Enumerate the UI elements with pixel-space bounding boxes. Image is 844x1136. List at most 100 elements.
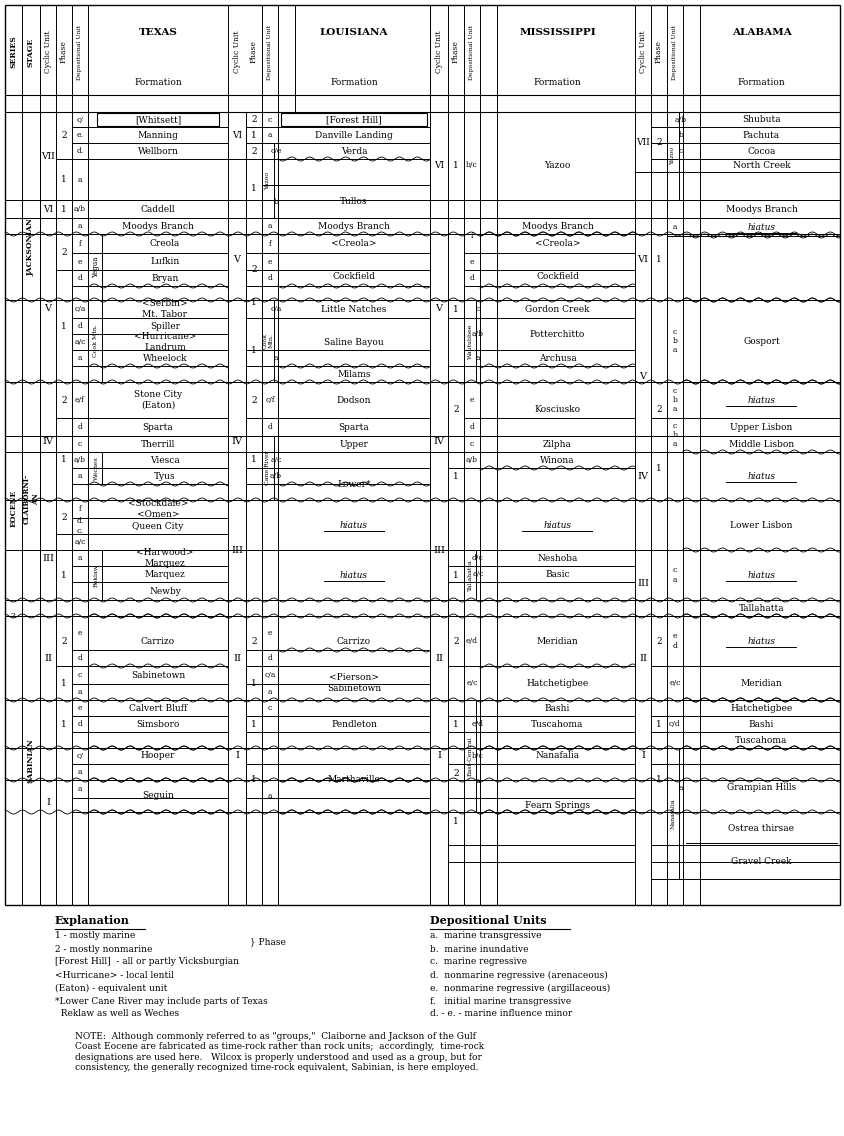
Text: SABINIAN: SABINIAN (27, 738, 35, 783)
Text: f: f (268, 240, 271, 248)
Text: (Eaton) - equivalent unit: (Eaton) - equivalent unit (55, 984, 167, 993)
Text: 2: 2 (656, 636, 661, 645)
Text: Kosciusko: Kosciusko (533, 404, 580, 414)
Text: V: V (233, 254, 241, 264)
Text: <Serbin>
Mt. Tabor: <Serbin> Mt. Tabor (142, 299, 187, 319)
Text: 2: 2 (452, 636, 458, 645)
Text: Reklaw: Reklaw (94, 563, 99, 586)
Text: 2: 2 (251, 115, 257, 124)
Text: c.  marine regressive: c. marine regressive (430, 958, 527, 967)
Text: hiatus: hiatus (339, 570, 368, 579)
Text: Gordon Creek: Gordon Creek (525, 304, 589, 314)
Text: Formation: Formation (533, 77, 581, 86)
Text: a/c: a/c (270, 456, 281, 463)
Text: Wellborn: Wellborn (138, 147, 178, 156)
Text: e.  nonmarine regressive (argillaceous): e. nonmarine regressive (argillaceous) (430, 984, 609, 993)
Text: V: V (639, 371, 646, 381)
Text: Potterchitto: Potterchitto (529, 329, 585, 339)
Text: Nanafalia: Nanafalia (669, 799, 674, 829)
Text: Tullos: Tullos (340, 197, 367, 206)
Text: e: e (469, 258, 473, 266)
Text: 2: 2 (61, 636, 67, 645)
Text: 1: 1 (61, 321, 67, 331)
Text: e/d: e/d (472, 720, 484, 728)
Text: Moodys Branch: Moodys Branch (521, 222, 592, 231)
Text: Yegua: Yegua (92, 257, 100, 277)
Text: Depositional Unit: Depositional Unit (268, 25, 272, 80)
Text: Moodys Branch: Moodys Branch (317, 222, 389, 231)
Text: Gravel Creek: Gravel Creek (730, 858, 791, 867)
Text: II: II (638, 653, 647, 662)
Text: b: b (273, 198, 279, 206)
Text: 1: 1 (655, 463, 661, 473)
Text: II: II (233, 653, 241, 662)
Text: a: a (268, 792, 272, 800)
Text: d: d (78, 720, 83, 728)
Text: e: e (78, 629, 82, 637)
Text: Depositional Unit: Depositional Unit (469, 25, 474, 80)
Text: hiatus: hiatus (339, 520, 368, 529)
Text: 2: 2 (452, 404, 458, 414)
Text: a: a (672, 223, 676, 231)
Text: Newby: Newby (149, 586, 181, 595)
Text: Creola: Creola (149, 239, 180, 248)
Text: f: f (470, 232, 473, 240)
Text: b/c: b/c (466, 161, 478, 169)
Text: MISSISSIPPI: MISSISSIPPI (518, 27, 595, 36)
Text: Cane River: Cane River (265, 451, 270, 485)
Text: Hooper: Hooper (141, 752, 175, 760)
Text: Cyclic Unit: Cyclic Unit (638, 31, 647, 73)
Text: V: V (435, 303, 442, 312)
Text: Moodys Branch: Moodys Branch (122, 222, 194, 231)
Text: e: e (469, 396, 473, 404)
Text: VII: VII (41, 151, 55, 160)
Text: Stone City
(Eaton): Stone City (Eaton) (134, 391, 181, 410)
Text: 2: 2 (251, 147, 257, 156)
Text: IV: IV (231, 436, 242, 445)
Text: a: a (475, 777, 479, 785)
Text: Cockfield: Cockfield (333, 272, 375, 281)
Text: Carrizo: Carrizo (337, 636, 371, 645)
Text: hiatus: hiatus (543, 520, 571, 529)
Text: hiatus: hiatus (747, 395, 775, 404)
Text: Nanafalia: Nanafalia (535, 752, 579, 760)
Text: c/a: c/a (264, 671, 275, 679)
Text: Therrill: Therrill (141, 440, 175, 449)
Text: f: f (78, 240, 81, 248)
Text: Weches: Weches (94, 456, 99, 479)
Text: <Stockdale>
<Omen>: <Stockdale> <Omen> (127, 500, 188, 519)
Text: d: d (268, 654, 272, 662)
Text: VII: VII (636, 137, 649, 147)
Text: Yazoo: Yazoo (669, 147, 674, 165)
Text: a: a (475, 354, 479, 362)
Text: 1: 1 (251, 131, 257, 140)
Text: d: d (469, 423, 473, 431)
Text: Formation: Formation (134, 77, 181, 86)
Text: a/c: a/c (472, 570, 483, 578)
Text: Viesca: Viesca (150, 456, 180, 465)
Text: b/c: b/c (472, 752, 484, 760)
Text: III: III (42, 553, 54, 562)
Text: Reklaw as well as Weches: Reklaw as well as Weches (55, 1010, 179, 1019)
Text: 2: 2 (251, 395, 257, 404)
Text: a: a (268, 688, 272, 696)
Text: a/b: a/b (74, 456, 86, 463)
Text: <Pierson>
Sabinetown: <Pierson> Sabinetown (327, 674, 381, 693)
Text: Lufkin: Lufkin (150, 257, 180, 266)
Text: 1: 1 (61, 175, 67, 184)
Text: 1: 1 (251, 298, 257, 307)
Text: 2 - mostly nonmarine: 2 - mostly nonmarine (55, 944, 152, 953)
Text: b.  marine inundative: b. marine inundative (430, 944, 528, 953)
Text: 1: 1 (61, 454, 67, 463)
Text: Milams: Milams (337, 369, 371, 378)
Text: Phase: Phase (250, 41, 257, 64)
Text: III: III (636, 578, 648, 587)
Text: Marquez: Marquez (144, 569, 185, 578)
Text: CLAIBORNI-
AN: CLAIBORNI- AN (23, 474, 40, 524)
Text: Cook
Mtn.: Cook Mtn. (262, 333, 273, 349)
Text: e/c: e/c (668, 679, 680, 687)
Text: e: e (78, 258, 82, 266)
Text: d: d (78, 321, 83, 329)
Text: 2: 2 (656, 404, 661, 414)
Text: Fearn Springs: Fearn Springs (524, 801, 589, 810)
